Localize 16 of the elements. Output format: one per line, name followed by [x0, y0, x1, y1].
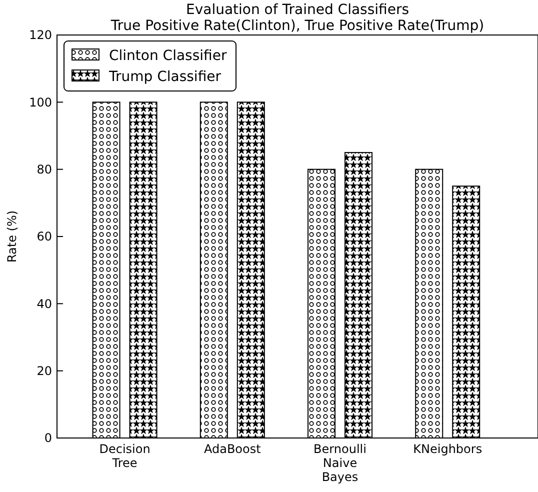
legend-label: Clinton Classifier: [109, 48, 227, 64]
x-tick-label: KNeighbors: [413, 442, 482, 456]
legend-label: Trump Classifier: [108, 68, 222, 85]
x-tick-label: AdaBoost: [204, 442, 262, 456]
y-tick-label: 100: [29, 95, 52, 110]
y-tick-label: 60: [36, 230, 52, 244]
x-tick-label: Bernoulli Naive Bayes: [314, 442, 366, 484]
y-tick-label: 0: [44, 431, 52, 446]
y-axis-title: Rate (%): [5, 210, 19, 263]
x-tick-label: Decision Tree: [99, 442, 150, 470]
chart-subtitle: True Positive Rate(Clinton), True Positive Rate(Trump): [110, 18, 484, 34]
y-tick-label: 20: [36, 364, 52, 378]
y-tick-label: 80: [36, 162, 52, 177]
y-tick-label: 120: [29, 28, 52, 42]
chart-title: Evaluation of Trained Classifiers: [186, 2, 410, 18]
y-tick-label: 40: [36, 296, 52, 311]
